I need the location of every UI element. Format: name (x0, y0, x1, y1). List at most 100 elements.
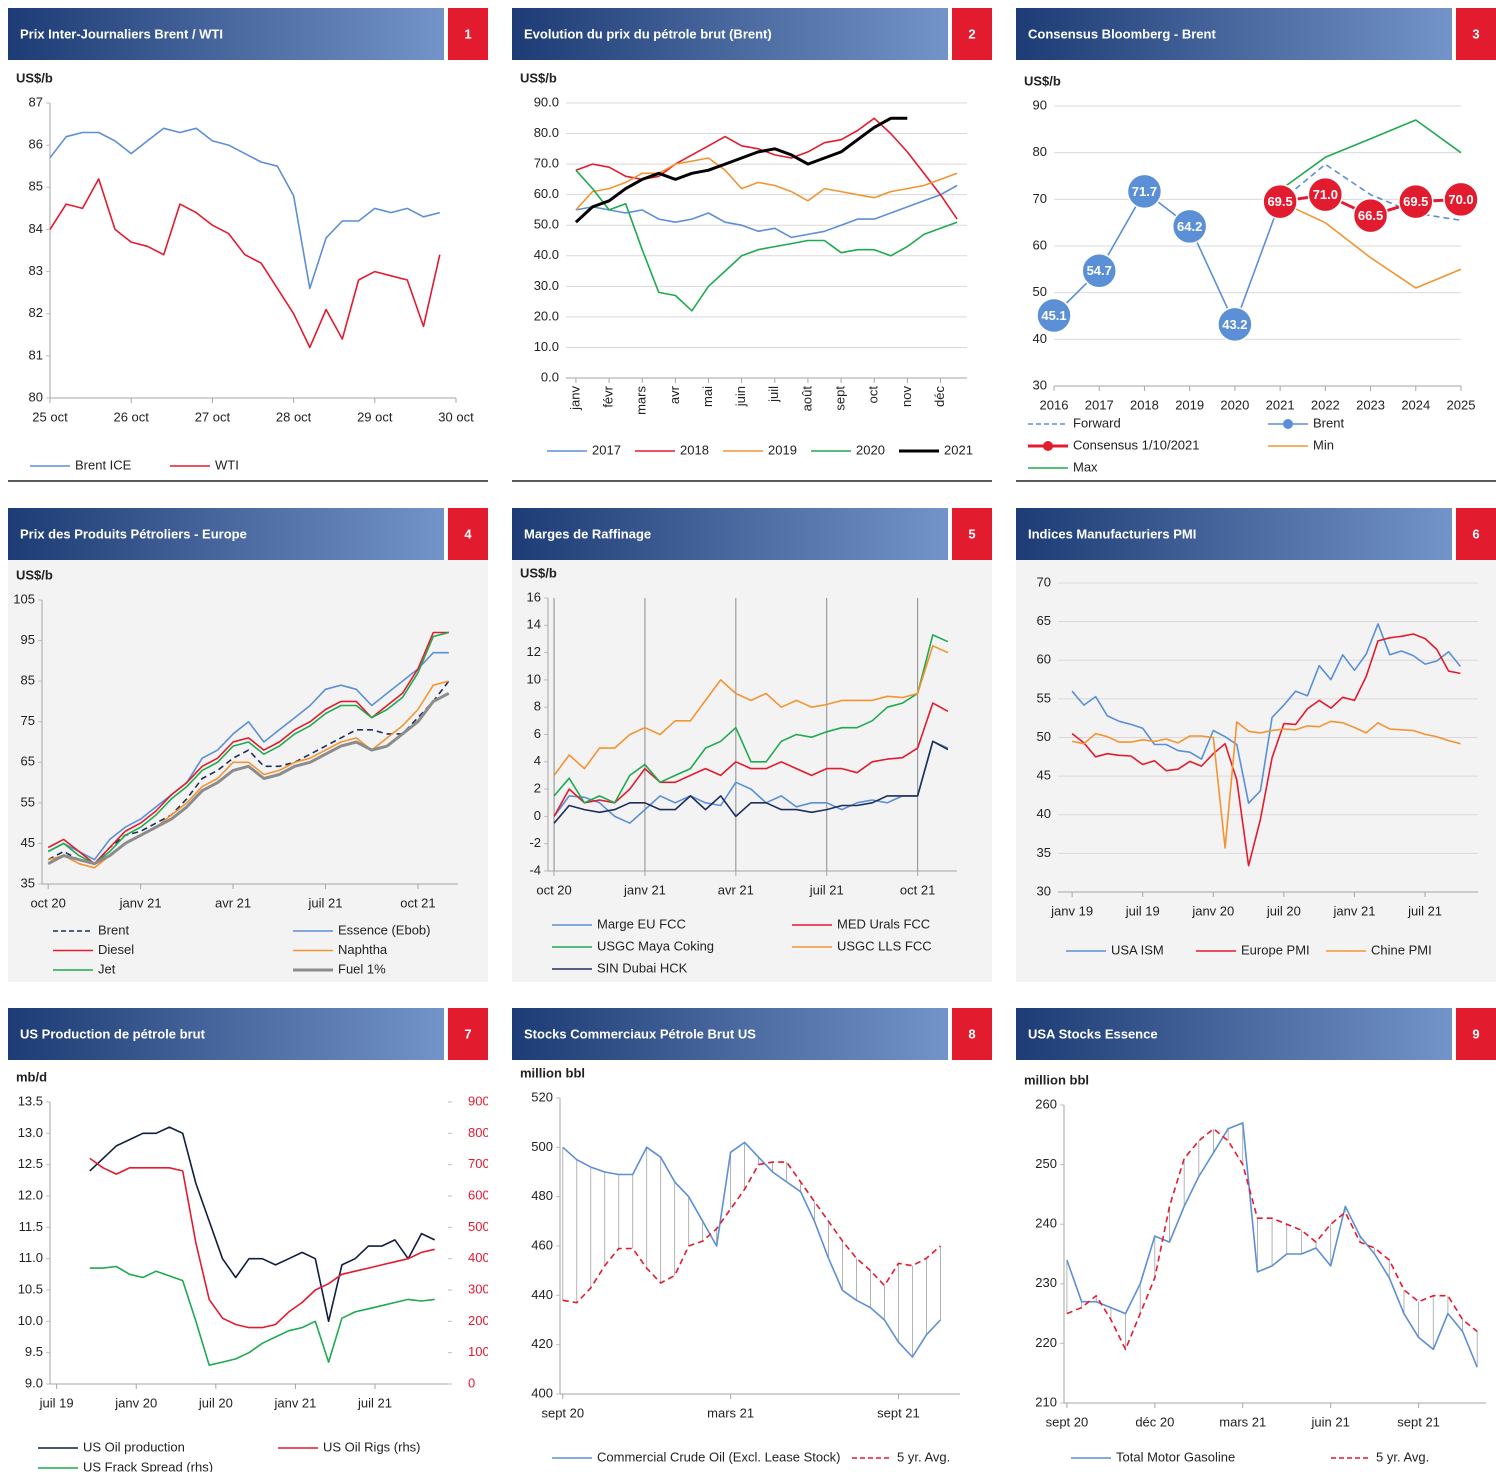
data-point (1398, 183, 1434, 220)
legend-label: US Oil Rigs (rhs) (323, 1439, 421, 1454)
y-tick-label: 480 (531, 1188, 553, 1203)
legend-label: Forward (1073, 415, 1121, 430)
x-tick-label: avr 21 (718, 882, 754, 897)
chart: USA Stocks Essence 9 million bbl 210 220 230 2… (1016, 1008, 1496, 1464)
legend-label: Diesel (98, 942, 134, 957)
number-badge (448, 8, 488, 60)
data-label: 45.1 (1041, 308, 1066, 323)
y-tick-label: 12 (527, 644, 541, 659)
y-tick-label: 12.5 (18, 1156, 43, 1171)
y2-tick-label: 600 (468, 1187, 488, 1202)
header-bar (8, 508, 444, 560)
x-tick-label: janv 21 (1333, 903, 1376, 918)
series-line (562, 1141, 941, 1358)
y-tick-label: 60.0 (534, 186, 559, 201)
x-tick-label: juil 21 (809, 882, 844, 897)
legend-label: USGC Maya Coking (597, 938, 714, 953)
chart-number: 9 (1472, 1026, 1479, 1041)
panel-background (1016, 560, 1496, 982)
x-tick-label: oct 20 (30, 895, 65, 910)
legend-label: Consensus 1/10/2021 (1073, 437, 1199, 452)
legend-label: Brent (98, 922, 129, 937)
y-tick-label: 45 (1037, 768, 1051, 783)
legend-label: 2021 (944, 442, 973, 457)
y2-tick-label: 900 (468, 1093, 488, 1108)
x-tick-label: sept 21 (877, 1405, 920, 1420)
y-tick-label: 210 (1035, 1394, 1057, 1409)
legend-label: Max (1073, 459, 1098, 474)
x-tick-label: 2024 (1401, 397, 1430, 412)
x-tick-label: oct (866, 386, 881, 404)
chart-title: Stocks Commerciaux Pétrole Brut US (524, 1026, 756, 1041)
x-tick-label: déc 20 (1135, 1414, 1174, 1429)
header-bar (1016, 8, 1452, 60)
legend-label: 2017 (592, 442, 621, 457)
legend-label: USGC LLS FCC (837, 938, 932, 953)
header-bar (512, 508, 948, 560)
legend-label: Brent (1313, 415, 1344, 430)
y-tick-label: 0 (534, 808, 541, 823)
y-tick-label: 230 (1035, 1275, 1057, 1290)
chart-title: Prix Inter-Journaliers Brent / WTI (20, 26, 223, 41)
y-axis-label: US$/b (520, 565, 557, 580)
series-line (553, 634, 949, 804)
legend-label: 5 yr. Avg. (1376, 1449, 1429, 1464)
x-tick-label: nov (899, 386, 914, 407)
x-tick-label: 27 oct (195, 409, 231, 424)
y2-tick-label: 300 (468, 1281, 488, 1296)
panel: USA Stocks Essence 9 million bbl 210 220 230 2… (1016, 1008, 1496, 1472)
data-label: 71.7 (1132, 184, 1157, 199)
y-tick-label: 35 (21, 875, 35, 890)
x-tick-label: 30 oct (438, 409, 474, 424)
legend-label: Min (1313, 437, 1334, 452)
y-tick-label: 20.0 (534, 308, 559, 323)
number-badge (952, 8, 992, 60)
number-badge (1456, 1008, 1496, 1060)
y-tick-label: 50.0 (534, 217, 559, 232)
y-axis-label: mb/d (16, 1069, 47, 1084)
y-tick-label: 55 (1037, 690, 1051, 705)
y-tick-label: 520 (531, 1089, 553, 1104)
number-badge (1456, 508, 1496, 560)
panel: Prix des Produits Pétroliers - Europe 4 US… (8, 508, 488, 982)
series-line (47, 680, 450, 865)
y2-tick-label: 500 (468, 1219, 488, 1234)
x-tick-label: 26 oct (113, 409, 149, 424)
chart-title: US Production de pétrole brut (20, 1026, 206, 1041)
y-tick-label: 40 (1033, 331, 1047, 346)
legend-label: USA ISM (1111, 942, 1164, 957)
x-tick-label: juil 19 (39, 1395, 74, 1410)
data-label: 69.5 (1267, 194, 1292, 209)
x-tick-label: oct 21 (900, 882, 935, 897)
series-line (575, 184, 958, 239)
legend-label: 2018 (680, 442, 709, 457)
panel: Consensus Bloomberg - Brent 3 US$/b 30 40 50 6… (1016, 8, 1496, 482)
x-tick-label: juil (766, 386, 781, 403)
series-line (1071, 623, 1462, 804)
x-tick-label: oct 21 (400, 895, 435, 910)
y-tick-label: 400 (531, 1385, 553, 1400)
panel: Marges de Raffinage 5 US$/b -4 -2 0 2 4 6 8 10 12 14… (512, 508, 992, 982)
y-tick-label: -2 (529, 835, 541, 850)
y-tick-label: 80.0 (534, 125, 559, 140)
x-tick-label: avr (667, 385, 682, 404)
x-tick-label: 2023 (1356, 397, 1385, 412)
x-tick-label: janv 21 (273, 1395, 316, 1410)
x-tick-label: janv 20 (1191, 903, 1234, 918)
x-tick-label: mai (700, 386, 715, 407)
x-tick-label: 2016 (1040, 397, 1069, 412)
legend-label: Europe PMI (1241, 942, 1310, 957)
legend-label: US Frack Spread (rhs) (83, 1459, 213, 1472)
legend-label: Brent ICE (75, 457, 132, 472)
legend-label: Total Motor Gasoline (1116, 1449, 1235, 1464)
y-tick-label: 4 (534, 753, 541, 768)
y-tick-label: 85 (21, 673, 35, 688)
data-label: 64.2 (1177, 219, 1202, 234)
y-tick-label: 460 (531, 1237, 553, 1252)
chart: US Production de pétrole brut 7 mb/d 9.0 9.5… (8, 1008, 490, 1472)
x-tick-label: avr 21 (215, 895, 251, 910)
panel: Indices Manufacturiers PMI 6 30 35 40 45 50 55 6… (1016, 508, 1496, 982)
x-tick-label: mars (634, 386, 649, 415)
series-line (553, 702, 949, 817)
data-point (1081, 252, 1117, 289)
